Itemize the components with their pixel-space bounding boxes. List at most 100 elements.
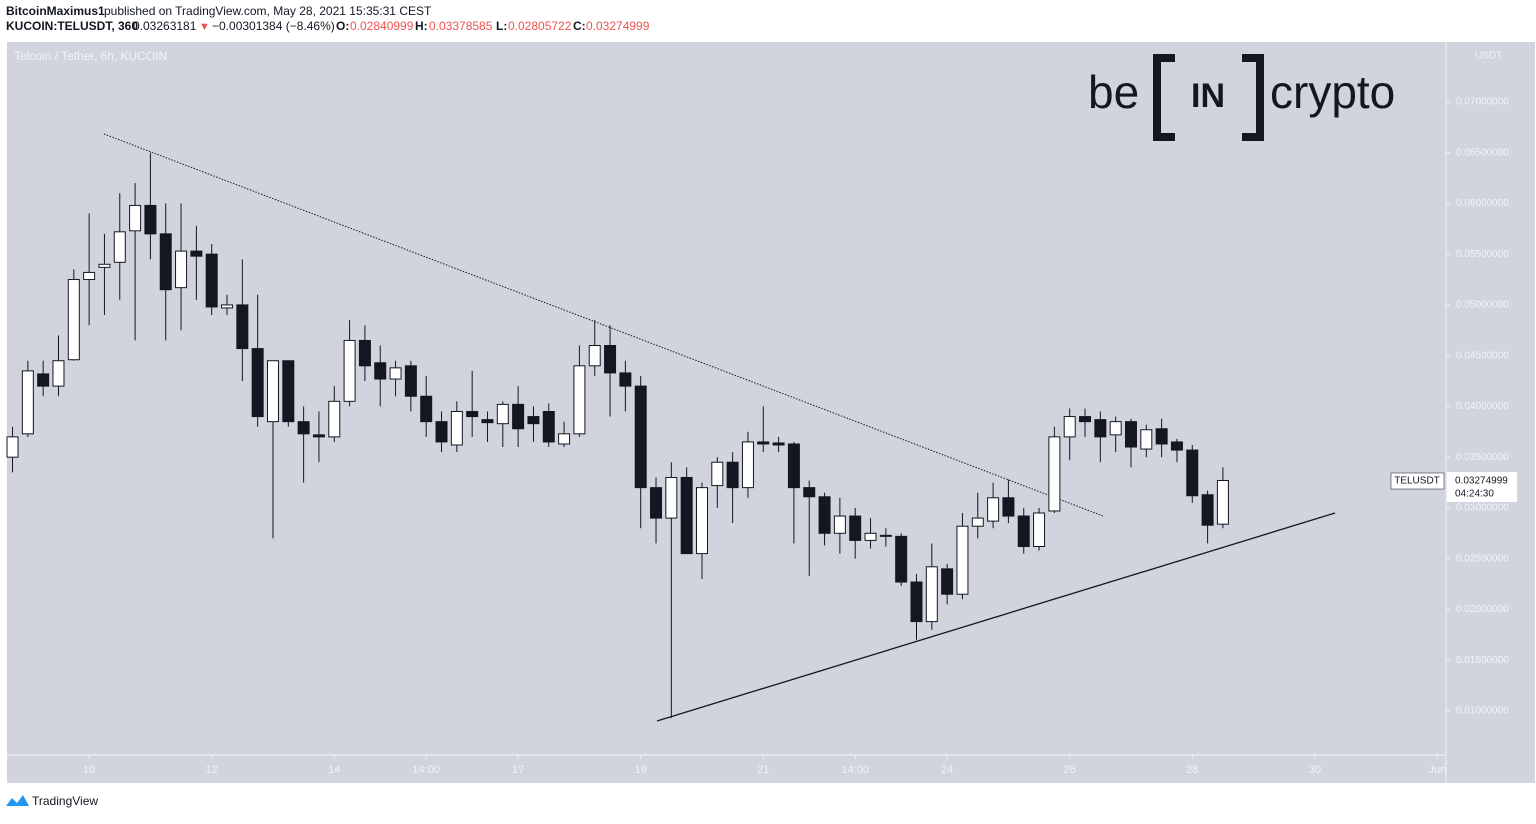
l-value: 0.02805722	[508, 19, 572, 33]
x-tick-label: Jun	[1429, 764, 1447, 776]
candle-body	[159, 233, 172, 291]
y-tick-label: 0.06500000	[1456, 147, 1509, 158]
candle-body	[695, 487, 708, 555]
candle-body	[328, 400, 341, 438]
y-tick-label: 0.03000000	[1456, 503, 1509, 514]
candle-body	[665, 476, 678, 519]
candle-body	[175, 250, 188, 289]
symbol-tag-text: TELUSDT	[1394, 476, 1440, 487]
symbol: KUCOIN:TELUSDT, 360	[6, 19, 138, 33]
y-tick-label: 0.05000000	[1456, 300, 1509, 311]
candle-body	[864, 532, 877, 541]
candle-body	[251, 348, 264, 418]
last-price: 0.03263181	[133, 19, 197, 33]
candle-body	[910, 581, 923, 623]
candle-body	[1170, 441, 1183, 451]
candle-body	[113, 231, 126, 263]
candle-body	[144, 204, 157, 235]
candle-body	[221, 304, 234, 309]
currency: USDT	[1475, 51, 1502, 62]
candle-body	[1033, 512, 1046, 548]
x-tick-label: 14:00	[412, 764, 440, 776]
candle-body	[971, 517, 984, 527]
h-label: H:	[415, 19, 428, 33]
candle-body	[52, 360, 65, 387]
candle-body	[129, 204, 142, 232]
candle-body	[941, 568, 954, 595]
logo-brackets	[1153, 54, 1264, 141]
x-tick-label: 30	[1309, 764, 1321, 776]
candle-body	[435, 421, 448, 443]
candle-body	[1079, 416, 1092, 423]
candle-body	[312, 434, 325, 438]
c-label: C:	[573, 19, 586, 33]
candle-body	[1017, 515, 1030, 548]
candle-body	[542, 410, 555, 443]
candle-body	[650, 487, 663, 519]
x-tick-label: 28	[1186, 764, 1198, 776]
candle-body	[282, 360, 295, 423]
price-tag-countdown: 04:24:30	[1455, 489, 1494, 500]
logo-right: crypto	[1270, 66, 1395, 118]
candle-body	[925, 566, 938, 623]
candle-body	[956, 525, 969, 595]
chart-title: Telcoin / Tether, 6h, KUCOIN	[14, 49, 167, 63]
x-tick-label: 14:00	[841, 764, 869, 776]
candle-body	[787, 443, 800, 489]
c-value: 0.03274999	[586, 19, 650, 33]
candle-body	[772, 442, 785, 446]
arrow: ▼	[199, 21, 210, 33]
candle-body	[1124, 421, 1137, 448]
candle-body	[849, 515, 862, 541]
candle-body	[1216, 480, 1229, 525]
candle-body	[1140, 429, 1153, 450]
resistance-trendline	[103, 133, 1104, 517]
tradingview-icon	[6, 795, 29, 806]
candle-body	[833, 515, 846, 534]
candle-body	[604, 345, 617, 374]
price-tag	[1447, 472, 1517, 502]
candle-body	[6, 436, 19, 458]
candles	[6, 152, 1229, 719]
y-tick-label: 0.02000000	[1456, 604, 1509, 615]
candle-body	[83, 271, 96, 281]
candle-body	[726, 461, 739, 489]
y-tick-label: 0.02500000	[1456, 553, 1509, 564]
candle-body	[558, 433, 571, 445]
change: −0.00301384 (−8.46%)	[212, 19, 335, 33]
price-tag-price: 0.03274999	[1455, 476, 1508, 487]
y-tick-label: 0.01000000	[1456, 706, 1509, 717]
candle-body	[481, 419, 494, 424]
candle-body	[266, 360, 279, 423]
chart-background	[7, 42, 1535, 783]
x-tick-label: 26	[1064, 764, 1076, 776]
candle-body	[98, 263, 111, 268]
candle-body	[496, 403, 509, 425]
candle-body	[588, 345, 601, 367]
x-tick-label: 10	[83, 764, 95, 776]
candle-body	[1094, 419, 1107, 438]
x-tick-label: 21	[757, 764, 769, 776]
candle-body	[1201, 494, 1214, 526]
y-tick-label: 0.05500000	[1456, 249, 1509, 260]
candle-body	[1186, 449, 1199, 497]
candle-body	[1002, 497, 1015, 517]
candle-body	[190, 250, 203, 257]
candle-body	[573, 365, 586, 435]
y-tick-label: 0.04500000	[1456, 350, 1509, 361]
x-tick-label: 24	[941, 764, 953, 776]
candle-body	[757, 441, 770, 445]
x-tick-label: 14	[328, 764, 340, 776]
candle-body	[297, 421, 310, 435]
candle-body	[1063, 416, 1076, 438]
l-label: L:	[496, 19, 507, 33]
candle-body	[466, 410, 479, 418]
y-tick-label: 0.01500000	[1456, 655, 1509, 666]
candle-body	[389, 367, 402, 380]
h-value: 0.03378585	[429, 19, 493, 33]
candle-body	[343, 339, 356, 402]
candle-body	[818, 496, 831, 534]
candle-body	[205, 253, 218, 308]
x-tick-label: 19	[635, 764, 647, 776]
